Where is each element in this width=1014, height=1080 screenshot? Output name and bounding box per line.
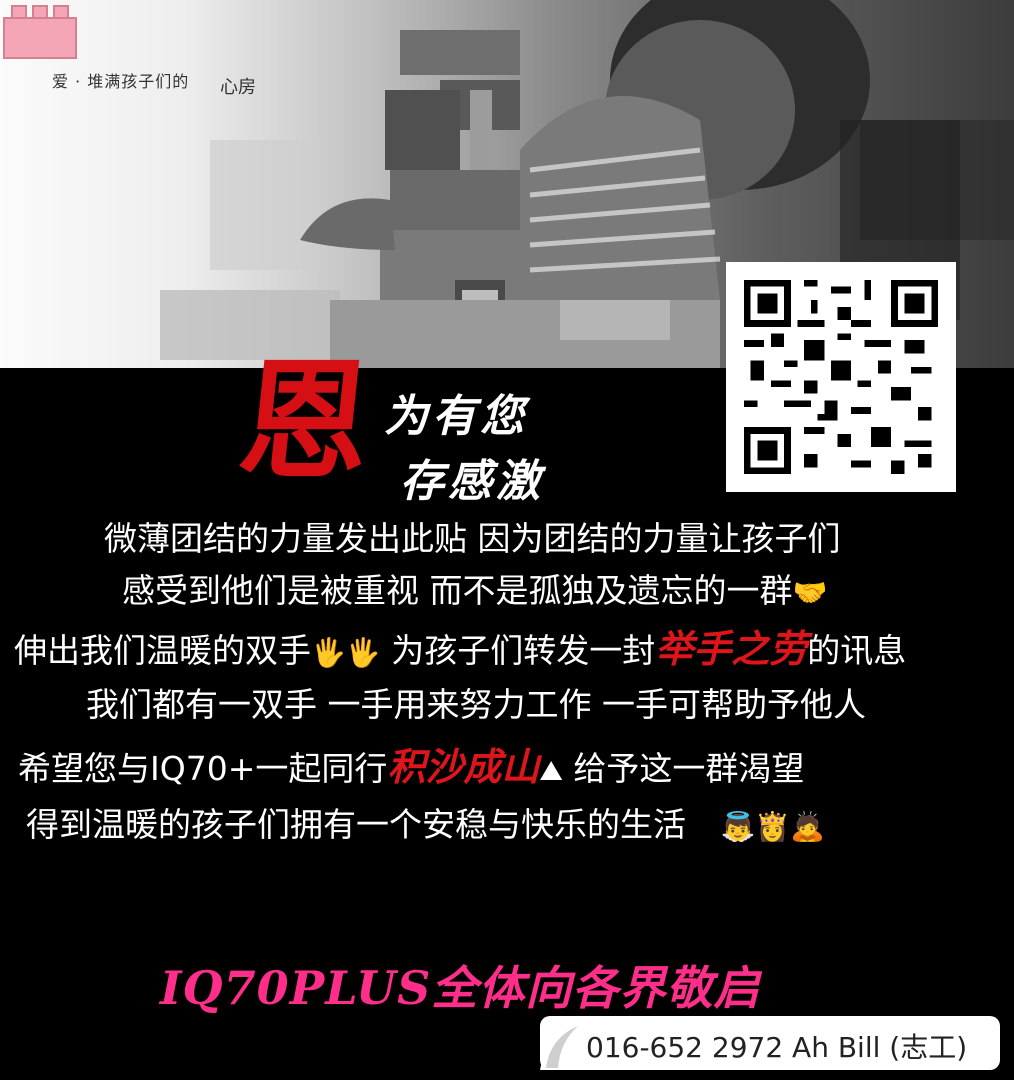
body-line6: 得到温暖的孩子们拥有一个安稳与快乐的生活 👼👸🙇 — [26, 808, 825, 841]
body-line3: 伸出我们温暖的双手🖐🖐 为孩子们转发一封举手之劳的讯息 — [14, 630, 906, 668]
tagline: 爱 · 堆满孩子们的 — [52, 72, 190, 91]
lego-brick-icon — [3, 5, 77, 59]
raised-hands-icon: 🖐🖐 — [311, 636, 381, 669]
body-line3-text-c: 的讯息 — [807, 631, 907, 670]
angel-princess-bow-icons: 👼👸🙇 — [720, 810, 826, 843]
qr-code — [726, 262, 956, 492]
contact-box — [540, 1016, 1000, 1070]
hero-photo: 爱 · 堆满孩子们的 心房 — [0, 0, 1014, 368]
highlight-red-text: 举手之劳 — [655, 626, 808, 671]
boy-lego-illustration — [160, 0, 1014, 368]
mountain-icon: ⛰ — [539, 754, 563, 787]
page-curl-icon — [540, 1016, 594, 1070]
body-line4: 我们都有一双手 一手用来努力工作 一手可帮助予他人 — [86, 685, 866, 724]
body-line6-text: 得到温暖的孩子们拥有一个安稳与快乐的生活 — [26, 805, 686, 844]
heading-big-char: 恩 — [232, 344, 379, 497]
footer-pink-title: IQ70PLUS全体向各界敬启 — [160, 961, 761, 1015]
heading-line2: 存感激 — [400, 456, 544, 507]
handshake-icon: 🤝 — [792, 576, 828, 609]
body-line3-text-a: 伸出我们温暖的双手 — [14, 631, 311, 670]
contact-phone: 016-652 2972 Ah Bill (志工) — [586, 1031, 968, 1064]
body-line2: 感受到他们是被重视 而不是孤独及遗忘的一群🤝 — [122, 574, 827, 607]
body-line1: 微薄团结的力量发出此贴 因为团结的力量让孩子们 — [104, 519, 841, 558]
qr-code-icon — [744, 280, 938, 474]
body-line2-text: 感受到他们是被重视 而不是孤独及遗忘的一群 — [122, 571, 793, 610]
body-line5-text-a: 希望您与IQ70+一起同行 — [18, 749, 388, 788]
tagline-box-label: 心房 — [220, 77, 256, 98]
body-line3-text-b: 为孩子们转发一封 — [391, 631, 656, 670]
body-line5: 希望您与IQ70+一起同行积沙成山⛰ 给予这一群渴望 — [18, 748, 804, 786]
highlight-red-text-2: 积沙成山 — [387, 744, 540, 789]
body-line5-text-b: 给予这一群渴望 — [573, 749, 805, 788]
heading-line1: 为有您 — [384, 391, 528, 442]
